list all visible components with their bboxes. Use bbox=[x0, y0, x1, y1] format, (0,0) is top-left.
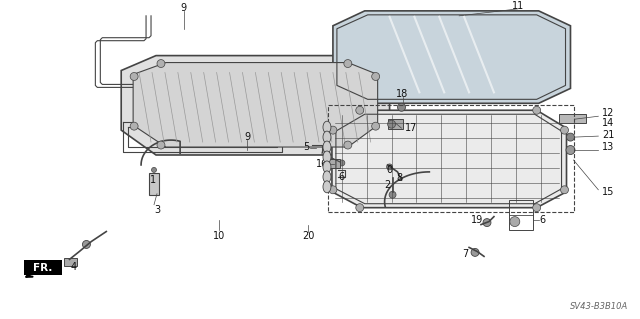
Polygon shape bbox=[332, 110, 566, 208]
Text: 4: 4 bbox=[70, 262, 77, 272]
Text: 16: 16 bbox=[316, 159, 328, 169]
Circle shape bbox=[372, 122, 380, 130]
Circle shape bbox=[130, 122, 138, 130]
Text: 17: 17 bbox=[405, 123, 418, 133]
Text: SV43-B3B10A: SV43-B3B10A bbox=[570, 302, 628, 311]
Circle shape bbox=[561, 126, 568, 134]
Circle shape bbox=[356, 106, 364, 114]
Ellipse shape bbox=[323, 141, 331, 153]
Text: 18: 18 bbox=[396, 89, 408, 99]
Text: 19: 19 bbox=[471, 215, 483, 225]
Text: 11: 11 bbox=[511, 1, 524, 11]
Text: 6: 6 bbox=[540, 215, 546, 225]
Ellipse shape bbox=[323, 151, 331, 163]
Text: 8: 8 bbox=[396, 173, 403, 183]
Circle shape bbox=[372, 72, 380, 80]
Text: 9: 9 bbox=[244, 132, 250, 142]
Circle shape bbox=[322, 149, 330, 157]
Bar bbox=[509, 200, 532, 230]
Circle shape bbox=[83, 241, 90, 249]
Polygon shape bbox=[333, 11, 570, 103]
Circle shape bbox=[157, 141, 165, 149]
Circle shape bbox=[566, 145, 575, 154]
Text: 2: 2 bbox=[385, 180, 390, 190]
Text: 21: 21 bbox=[602, 130, 614, 140]
Circle shape bbox=[339, 160, 345, 166]
Text: 3: 3 bbox=[154, 205, 160, 215]
Circle shape bbox=[329, 186, 337, 194]
Circle shape bbox=[387, 164, 392, 170]
Circle shape bbox=[532, 106, 541, 114]
Text: 5: 5 bbox=[303, 142, 309, 152]
Polygon shape bbox=[133, 63, 378, 147]
Circle shape bbox=[344, 141, 352, 149]
Circle shape bbox=[356, 204, 364, 211]
Circle shape bbox=[566, 133, 575, 141]
Circle shape bbox=[157, 60, 165, 68]
Circle shape bbox=[397, 103, 406, 111]
Circle shape bbox=[152, 167, 157, 172]
Bar bbox=[559, 114, 586, 123]
Text: 12: 12 bbox=[602, 108, 614, 118]
Bar bbox=[328, 159, 340, 168]
Circle shape bbox=[344, 60, 352, 68]
Text: 10: 10 bbox=[212, 232, 225, 241]
Circle shape bbox=[329, 126, 337, 134]
Circle shape bbox=[532, 204, 541, 211]
Ellipse shape bbox=[323, 181, 331, 193]
Polygon shape bbox=[121, 56, 390, 155]
Circle shape bbox=[483, 219, 491, 226]
Circle shape bbox=[510, 217, 520, 226]
Text: 20: 20 bbox=[302, 232, 314, 241]
Text: 15: 15 bbox=[602, 187, 614, 197]
Bar bbox=[388, 119, 403, 129]
Circle shape bbox=[471, 249, 479, 256]
Ellipse shape bbox=[323, 171, 331, 183]
Ellipse shape bbox=[323, 131, 331, 143]
Text: 9: 9 bbox=[180, 3, 187, 13]
Circle shape bbox=[130, 72, 138, 80]
Circle shape bbox=[389, 191, 396, 198]
Text: 13: 13 bbox=[602, 142, 614, 152]
Text: FR.: FR. bbox=[33, 263, 52, 273]
Bar bbox=[63, 258, 77, 266]
Ellipse shape bbox=[323, 161, 331, 173]
Bar bbox=[149, 173, 159, 195]
Circle shape bbox=[388, 120, 396, 128]
Circle shape bbox=[561, 186, 568, 194]
Bar bbox=[24, 260, 61, 275]
Text: 0: 0 bbox=[387, 165, 393, 175]
Text: 1: 1 bbox=[150, 175, 156, 185]
Text: 6: 6 bbox=[339, 172, 345, 182]
Text: 2: 2 bbox=[322, 150, 328, 160]
Text: 7: 7 bbox=[462, 249, 468, 259]
Text: 14: 14 bbox=[602, 118, 614, 128]
Ellipse shape bbox=[323, 121, 331, 133]
